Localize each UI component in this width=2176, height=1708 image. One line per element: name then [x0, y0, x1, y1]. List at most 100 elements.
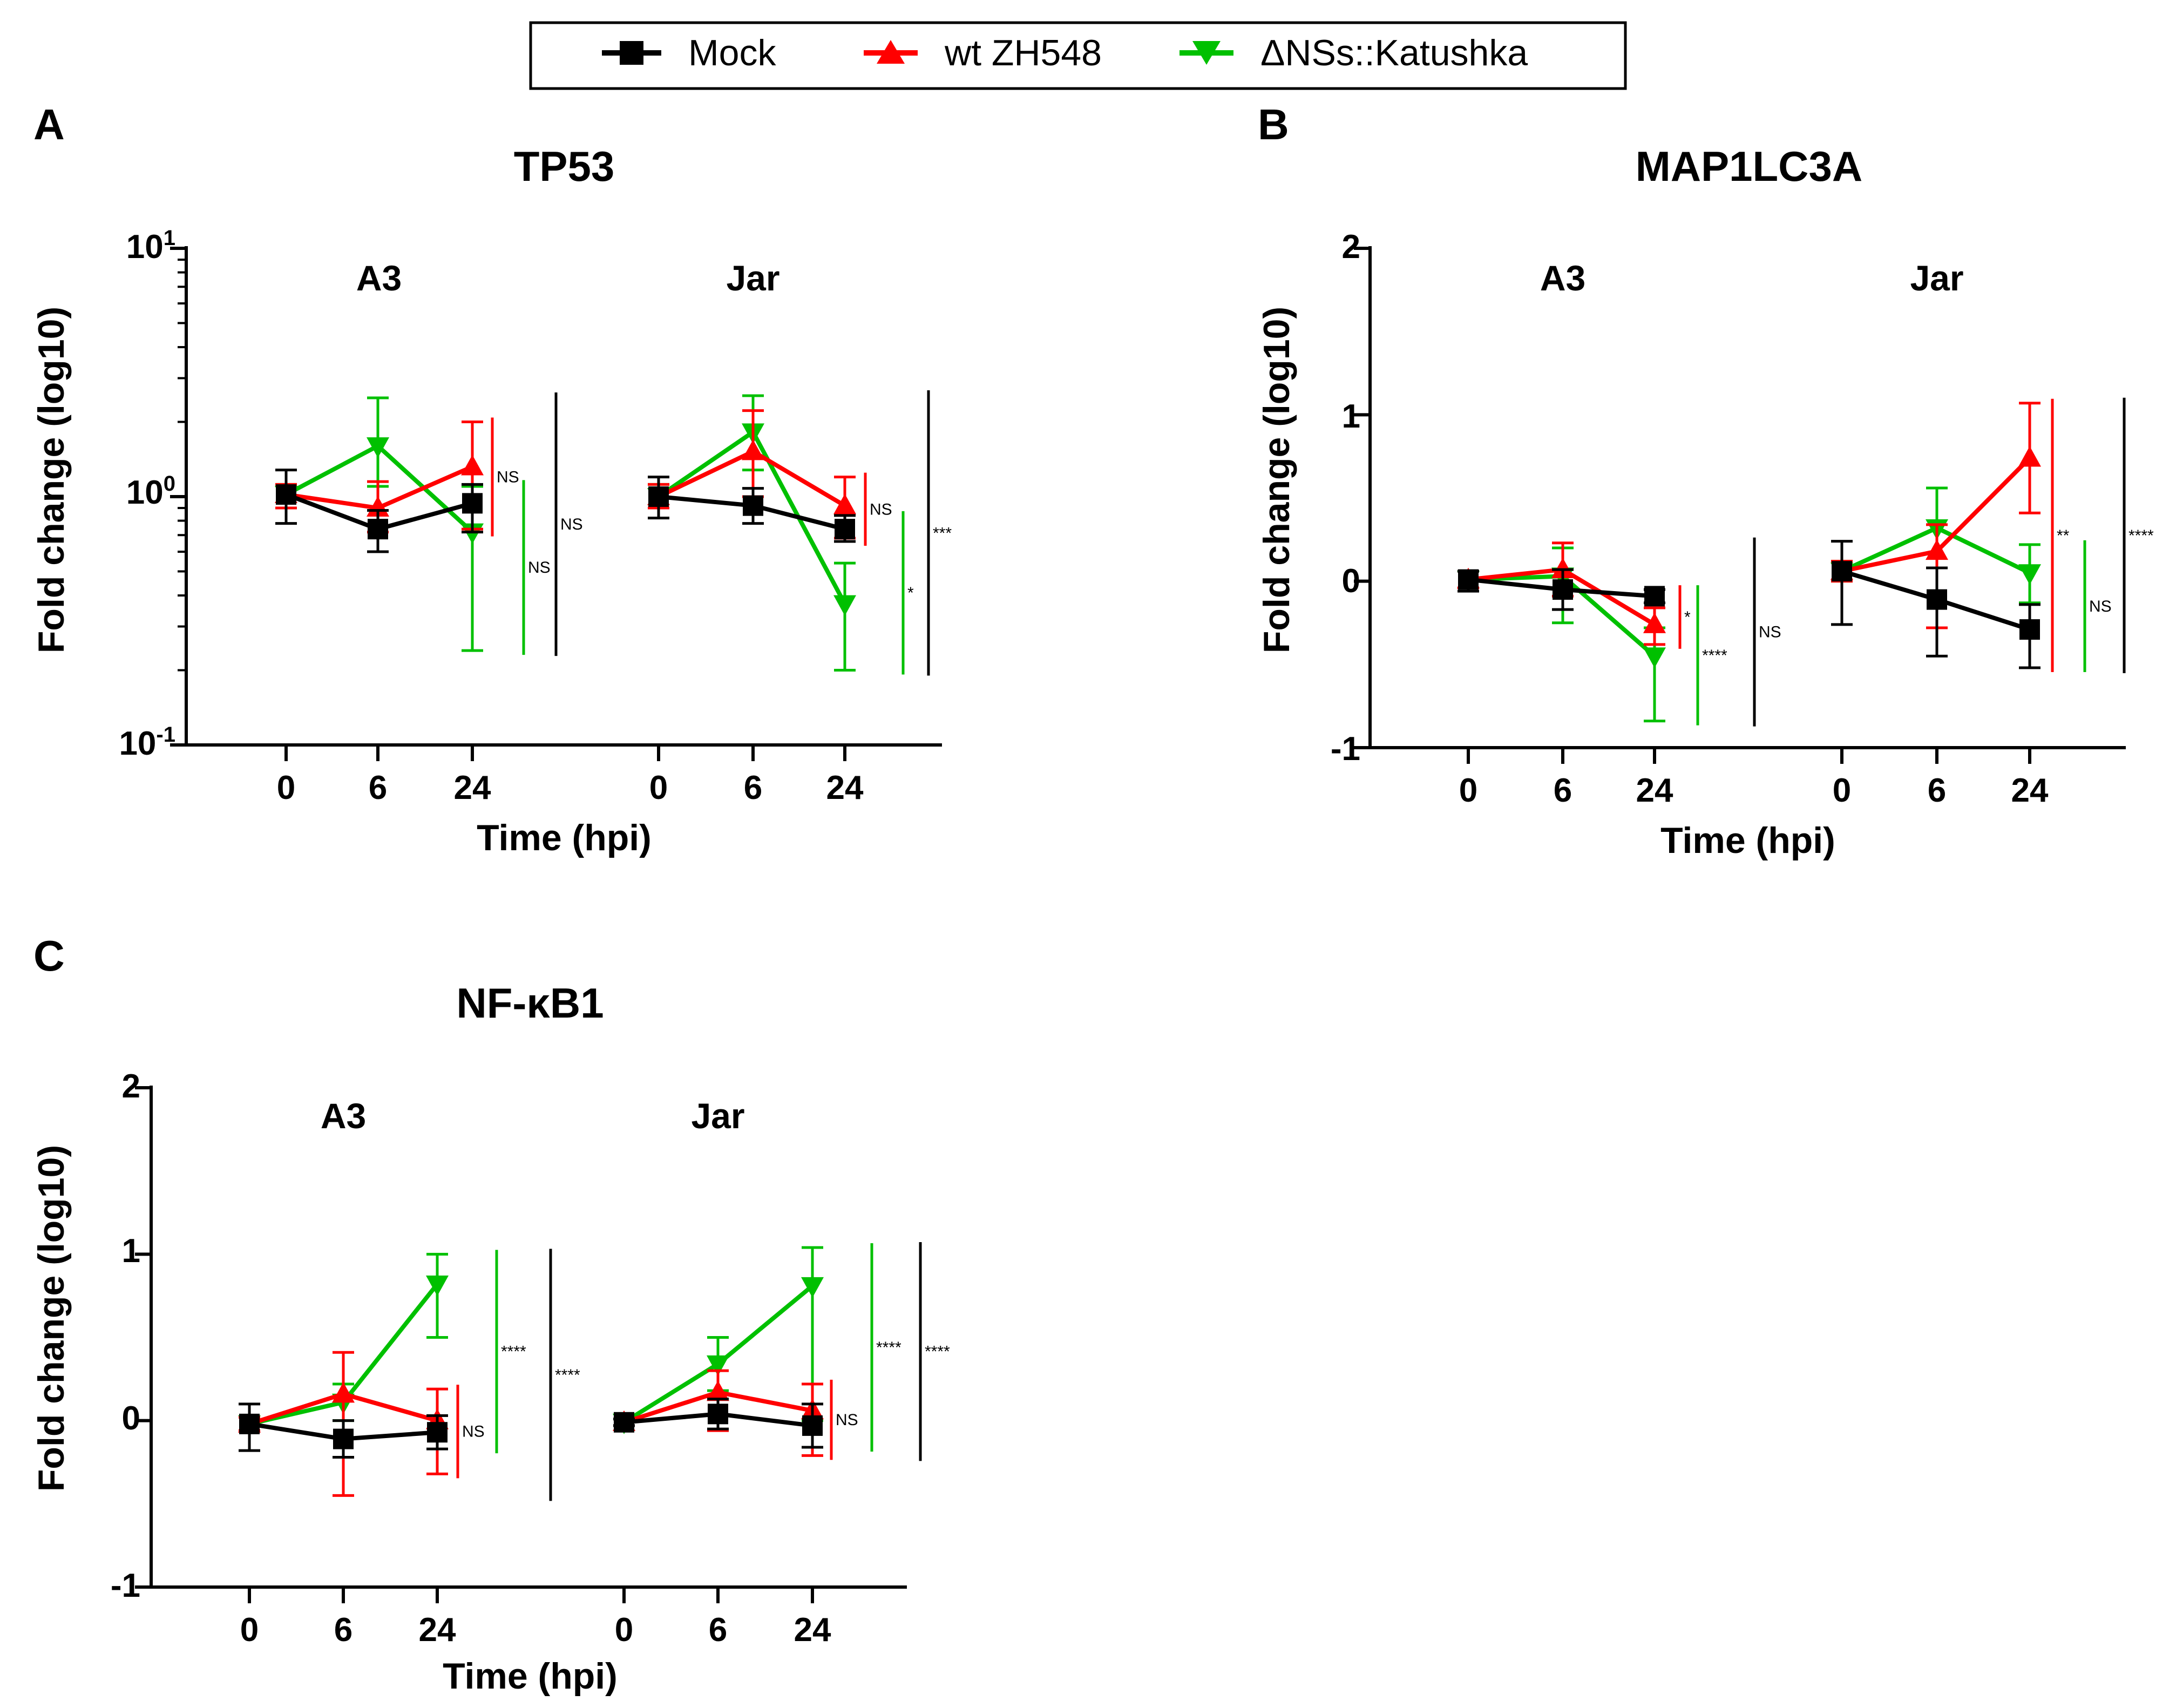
panel-a-jar-significance-label-mock: *** [933, 524, 952, 542]
panel-c-jar-nss-katushka-point [801, 1277, 824, 1298]
panel-b-group-jar-label: Jar [1910, 258, 1963, 298]
panel-a-xlabel: Time (hpi) [477, 817, 652, 858]
panel-b-plot-area: 0 6 24*****NS0 6 24**NS**** [1354, 246, 2154, 809]
panel-b-a3-wt-zh548-point [1643, 612, 1666, 633]
panel-c-ytick-2: 0 [122, 1400, 140, 1437]
panel-b-a3-significance-label-nss-katushka: **** [1702, 647, 1727, 665]
panel-c-jar-mock-point [614, 1412, 634, 1433]
panel-c-group-jar-label: Jar [691, 1096, 744, 1136]
panel-c-a3-x-tick-label: 24 [419, 1611, 456, 1649]
panel-c-a3-mock-point [333, 1428, 354, 1449]
panel-c-xlabel: Time (hpi) [443, 1656, 618, 1697]
panel-b-jar-significance-label-mock: **** [2128, 527, 2154, 545]
panel-b-a3-nss-katushka-point [1643, 647, 1666, 668]
legend-entry-mock: Mock [602, 32, 776, 73]
panel-c-jar-significance-label-nss-katushka: **** [876, 1339, 901, 1357]
panel-a-jar-mock-point [835, 519, 855, 540]
panel-a-letter: A [33, 100, 65, 148]
legend: Mock wt ZH548 ΔNSs::Katushka [529, 21, 1627, 90]
panel-b-a3-wt-zh548-point [1551, 558, 1574, 579]
panel-a-a3-nss-katushka-point [367, 437, 389, 458]
panel-a-ytick-top: 101 [126, 226, 175, 266]
panel-a-jar-nss-katushka-point [833, 595, 856, 616]
panel-c-group-a3-label: A3 [321, 1096, 366, 1136]
panel-b-a3-mock-point [1644, 586, 1665, 607]
legend-label-mock: Mock [688, 32, 776, 73]
panel-a-a3-significance-label-mock: NS [560, 516, 583, 533]
panel-a-a3-x-tick-label: 24 [454, 769, 491, 806]
panel-a-title: TP53 [514, 143, 614, 190]
panel-a-group-jar-label: Jar [726, 258, 779, 298]
panel-a-a3-significance-label-wt-zh548: NS [497, 469, 519, 486]
panel-c-title: NF-κB1 [456, 979, 604, 1027]
panel-b-a3-x-tick-label: 0 [1459, 772, 1477, 809]
panel-a-a3-significance-label-nss-katushka: NS [528, 559, 551, 577]
panel-c-jar-x-tick-label: 6 [709, 1611, 727, 1649]
panel-a-ytick-middle: 100 [126, 472, 175, 511]
legend-entry-wt: wt ZH548 [864, 32, 1102, 73]
panel-c-a3-significance-label-wt-zh548: NS [462, 1423, 485, 1441]
panel-b-a3-mock-point [1458, 569, 1479, 590]
panel-a-ytick-bottom: 10-1 [119, 723, 175, 762]
panel-c-jar-nss-katushka-point [707, 1355, 729, 1376]
panel-a-jar-x-tick-label: 6 [744, 769, 762, 806]
panel-b-letter: B [1258, 100, 1289, 148]
panel-a-ylabel: Fold change (log10) [31, 307, 72, 653]
panel-c-jar-significance-label-mock: **** [925, 1343, 950, 1361]
panel-a-jar-x-tick-label: 0 [649, 769, 668, 806]
panel-b-a3-x-tick-label: 24 [1636, 772, 1673, 809]
legend-marker-wt [877, 40, 905, 64]
panel-a-a3-mock-point [368, 519, 388, 540]
panel-a-jar-mock-point [648, 486, 669, 507]
panel-a-a3-x-tick-label: 6 [369, 769, 387, 806]
panel-a-jar-mock-point [743, 495, 763, 516]
panel-b-ylabel: Fold change (log10) [1256, 307, 1297, 653]
panel-b-ytick-1: 1 [1342, 398, 1360, 435]
panel-c-a3-mock-point [427, 1422, 448, 1443]
panel-a-group-a3-label: A3 [356, 258, 402, 298]
panel-b-group-a3-label: A3 [1540, 258, 1585, 298]
panel-a-jar-significance-label-nss-katushka: * [907, 584, 914, 602]
panel-c-jar-x-tick-label: 0 [615, 1611, 633, 1649]
panel-b-jar-x-tick-label: 24 [2011, 772, 2049, 809]
panel-c: C NF-κB1 Fold change (log10) Time (hpi) … [31, 932, 950, 1697]
panel-b-jar-x-tick-label: 0 [1833, 772, 1851, 809]
panel-b-jar-x-tick-label: 6 [1928, 772, 1946, 809]
panel-b-jar-mock-point [1927, 589, 1947, 610]
panel-b-jar-wt-zh548-point [1926, 539, 1948, 560]
panel-c-ylabel: Fold change (log10) [31, 1145, 72, 1492]
panel-c-a3-nss-katushka-point [426, 1275, 449, 1296]
panel-c-a3-x-tick-label: 0 [240, 1611, 259, 1649]
panel-c-letter: C [33, 932, 65, 980]
panel-b-a3-significance-label-mock: NS [1759, 623, 1781, 641]
panel-b-jar-significance-label-nss-katushka: NS [2089, 598, 2112, 615]
panel-c-jar-x-tick-label: 24 [794, 1611, 831, 1649]
panel-b-jar-mock-point [2019, 619, 2040, 640]
panel-a-jar-x-tick-label: 24 [826, 769, 864, 806]
panel-b-jar-significance-label-wt-zh548: ** [2057, 527, 2070, 545]
panel-c-jar-mock-point [802, 1415, 823, 1436]
panel-a-jar-wt-zh548-point [742, 439, 764, 460]
panel-b-jar-mock-point [1832, 561, 1852, 582]
panel-b-a3-mock-point [1553, 579, 1573, 600]
panel-c-a3-wt-zh548-point [332, 1382, 355, 1403]
legend-entry-dnss: ΔNSs::Katushka [1179, 32, 1528, 73]
panel-b-xlabel: Time (hpi) [1660, 820, 1835, 861]
legend-marker-dnss [1192, 41, 1221, 65]
panel-a-a3-mock-point [462, 493, 483, 514]
panel-b: B MAP1LC3A Fold change (log10) Time (hpi… [1256, 100, 2154, 861]
panel-b-jar-nss-katushka-point [2018, 564, 2041, 585]
legend-label-dnss: ΔNSs::Katushka [1260, 32, 1528, 73]
panel-c-jar-wt-zh548-point [707, 1380, 729, 1401]
panel-a-jar-wt-zh548-point [833, 493, 856, 514]
panel-c-a3-mock-point [239, 1413, 260, 1434]
legend-marker-mock [620, 41, 643, 65]
panel-c-jar-mock-point [708, 1404, 728, 1425]
panel-c-a3-x-tick-label: 6 [334, 1611, 353, 1649]
panel-b-title: MAP1LC3A [1636, 143, 1862, 190]
panel-a-a3-wt-zh548-point [461, 455, 484, 476]
panel-c-jar-significance-label-wt-zh548: NS [836, 1411, 858, 1429]
panel-a-a3-mock-point [276, 484, 296, 505]
